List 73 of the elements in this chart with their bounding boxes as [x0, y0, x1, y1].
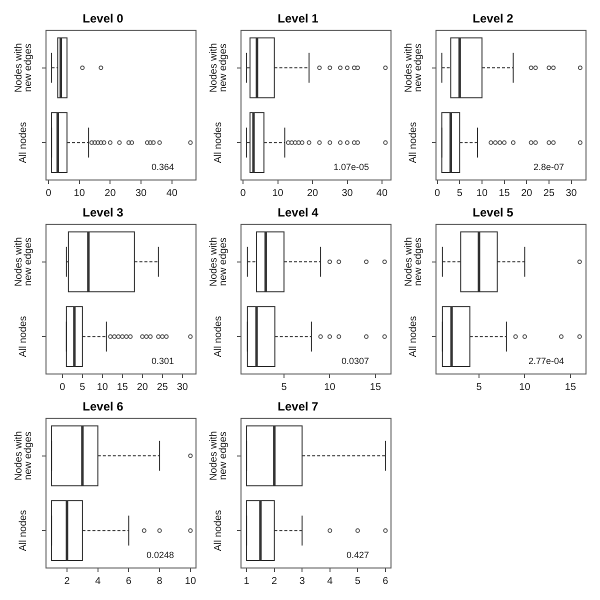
y-tick-label: Nodes with new edges — [208, 43, 229, 93]
x-tick-label: 10 — [184, 576, 196, 587]
annotation: 0.427 — [346, 550, 369, 560]
x-tick-label: 5 — [456, 188, 463, 199]
x-tick-label: 5 — [281, 382, 288, 393]
x-tick-label: 20 — [521, 188, 533, 199]
x-tick-label: 10 — [519, 382, 531, 393]
y-tick-label: All nodes — [18, 122, 30, 164]
x-tick-label: 40 — [376, 188, 388, 199]
x-tick-label: 0 — [240, 188, 246, 199]
x-tick-label: 3 — [299, 576, 306, 587]
x-tick-label: 30 — [342, 188, 354, 199]
x-tick-label: 0 — [60, 382, 66, 393]
x-tick-label: 10 — [96, 382, 108, 393]
y-tick-label: All nodes — [213, 122, 224, 164]
x-tick-label: 20 — [306, 188, 319, 199]
y-tick-label: Nodes with new edges — [403, 43, 424, 93]
x-tick-label: 20 — [136, 382, 148, 393]
x-tick-label: 6 — [382, 576, 389, 587]
x-tick-label: 0 — [46, 188, 52, 199]
chart-title: Level 1 — [278, 12, 319, 26]
x-tick-label: 25 — [543, 188, 555, 199]
x-tick-label: 0 — [434, 188, 441, 199]
y-tick-label: Nodes with new edges — [208, 431, 229, 481]
y-tick-label: All nodes — [213, 316, 224, 358]
annotation: 0.301 — [151, 356, 174, 366]
chart-title: Level 3 — [82, 206, 124, 220]
chart-title: Level 4 — [278, 206, 319, 220]
x-tick-label: 2 — [64, 576, 70, 587]
x-tick-label: 15 — [498, 188, 510, 199]
x-tick-label: 8 — [156, 576, 163, 587]
y-tick-label: Nodes with new edges — [13, 237, 34, 287]
x-tick-label: 40 — [166, 188, 178, 199]
annotation: 0.364 — [151, 162, 174, 172]
x-tick-label: 4 — [327, 576, 334, 587]
annotation: 2.77e-04 — [528, 356, 564, 366]
chart-title: Level 7 — [278, 400, 319, 414]
x-tick-label: 5 — [80, 382, 86, 393]
x-tick-label: 5 — [476, 382, 482, 393]
x-tick-label: 30 — [176, 382, 188, 393]
chart-title: Level 6 — [82, 400, 124, 414]
annotation: 2.8e-07 — [533, 162, 564, 172]
annotation: 1.07e-05 — [333, 162, 369, 172]
y-tick-label: All nodes — [213, 510, 224, 552]
x-tick-label: 1 — [244, 576, 250, 587]
y-tick-label: Nodes with new edges — [403, 237, 424, 287]
x-tick-label: 10 — [272, 188, 284, 199]
chart-title: Level 0 — [82, 12, 124, 26]
x-tick-label: 6 — [126, 576, 132, 587]
y-tick-label: All nodes — [18, 316, 30, 358]
x-tick-label: 15 — [564, 382, 576, 393]
chart-title: Level 2 — [472, 12, 514, 26]
y-tick-label: Nodes with new edges — [13, 43, 34, 93]
x-tick-label: 10 — [476, 188, 488, 199]
x-tick-label: 10 — [324, 382, 336, 393]
x-tick-label: 15 — [370, 382, 382, 393]
y-tick-label: Nodes with new edges — [13, 431, 34, 481]
y-tick-label: All nodes — [408, 316, 420, 358]
x-tick-label: 10 — [74, 188, 86, 199]
y-tick-label: Nodes with new edges — [208, 237, 229, 287]
annotation: 0.0248 — [146, 550, 174, 560]
annotation: 0.0307 — [341, 356, 369, 366]
y-tick-label: All nodes — [18, 510, 30, 552]
x-tick-label: 15 — [116, 382, 128, 393]
x-tick-label: 25 — [156, 382, 168, 393]
x-tick-label: 30 — [566, 188, 578, 199]
x-tick-label: 20 — [104, 188, 116, 199]
chart-title: Level 5 — [472, 206, 514, 220]
y-tick-label: All nodes — [408, 122, 420, 164]
x-tick-label: 5 — [354, 576, 361, 587]
x-tick-label: 2 — [272, 576, 278, 587]
x-tick-label: 4 — [95, 576, 102, 587]
x-tick-label: 30 — [136, 188, 148, 199]
